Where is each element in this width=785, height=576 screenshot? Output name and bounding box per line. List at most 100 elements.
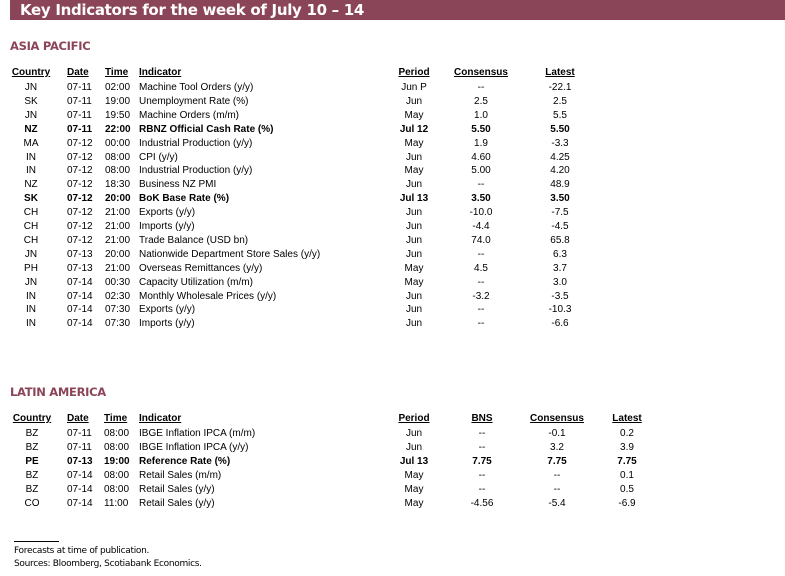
cell-date: 07-11 [67,442,92,453]
cell-indicator: Retail Sales (m/m) [139,470,222,481]
cell-time: 02:30 [105,290,131,302]
cell-bns: -- [478,470,486,481]
cell-country: CO [24,498,40,509]
cell-indicator: Exports (y/y) [139,304,196,316]
cell-indicator: Business NZ PMI [139,179,217,191]
cell-date: 07-11 [67,123,93,135]
cell-latest: 5.5 [553,109,567,121]
cell-date: 07-12 [67,193,93,205]
cell-consensus: 1.0 [474,109,488,121]
cell-latest: 3.7 [553,262,567,274]
cell-latest: 5.50 [550,123,570,135]
cell-consensus: -3.2 [472,290,490,302]
cell-time: 08:00 [105,151,131,163]
cell-latest: 65.8 [550,234,570,246]
cell-time: 00:30 [105,276,131,288]
cell-indicator: Industrial Production (y/y) [139,165,253,177]
cell-indicator: IBGE Inflation IPCA (m/m) [139,428,256,439]
column-header-latest: Latest [545,67,575,78]
cell-bns: -- [478,428,486,439]
column-header-country: Country [12,413,52,424]
latin-america-heading: LATIN AMERICA [10,385,106,399]
cell-latest: 0.5 [620,484,634,495]
cell-country: BZ [25,484,39,495]
cell-consensus: -4.4 [472,221,490,232]
cell-time: 08:00 [105,165,131,177]
cell-indicator: Imports (y/y) [139,221,195,232]
cell-period: Jun [405,151,423,163]
cell-period: Jul 12 [399,123,429,135]
column-header-country: Country [11,67,51,78]
cell-period: May [404,262,424,274]
cell-time: 20:00 [105,193,131,205]
cell-consensus: -- [477,276,485,288]
cell-consensus: -- [553,484,561,495]
cell-indicator: Exports (y/y) [139,207,196,219]
cell-country: SK [24,193,38,205]
cell-date: 07-14 [67,484,93,495]
cell-time: 08:00 [104,470,130,481]
cell-date: 07-12 [67,179,93,191]
column-header-period: Period [398,413,430,424]
cell-country: CH [23,207,39,219]
cell-date: 07-14 [67,290,93,302]
cell-period: May [404,484,424,495]
footnote-forecasts: Forecasts at time of publication. [14,546,150,556]
asia-pacific-heading: ASIA PACIFIC [10,39,91,53]
column-header-indicator: Indicator [139,413,182,424]
cell-date: 07-13 [67,262,93,274]
cell-country: SK [24,95,38,107]
cell-latest: 48.9 [550,179,570,191]
column-header-time: Time [105,67,129,78]
cell-latest: -7.5 [551,207,569,219]
cell-country: BZ [25,428,39,439]
cell-time: 19:00 [105,95,131,107]
cell-country: JN [24,109,38,121]
cell-date: 07-14 [67,470,93,481]
cell-latest: -3.5 [551,290,569,302]
cell-date: 07-11 [67,82,92,93]
cell-country: NZ [24,123,38,135]
title-banner: Key Indicators for the week of July 10 –… [10,0,785,20]
cell-country: CH [23,221,39,232]
cell-country: NZ [24,179,38,191]
cell-date: 07-12 [67,221,93,232]
cell-bns: -- [478,442,486,453]
cell-date: 07-12 [67,137,93,149]
cell-country: JN [24,276,38,288]
cell-date: 07-11 [67,428,92,439]
column-header-consensus: Consensus [454,67,508,78]
cell-country: IN [26,290,36,302]
cell-country: JN [24,248,38,260]
cell-date: 07-12 [67,165,93,177]
cell-consensus: 4.60 [471,151,491,163]
cell-indicator: Retail Sales (y/y) [139,498,215,509]
cell-consensus: -- [477,318,485,330]
cell-indicator: Monthly Wholesale Prices (y/y) [139,290,277,302]
cell-period: May [404,470,424,481]
cell-latest: 3.0 [553,276,567,288]
cell-country: PE [25,456,39,467]
cell-indicator: Imports (y/y) [139,318,195,330]
cell-consensus: 1.9 [474,137,488,149]
cell-date: 07-14 [67,276,93,288]
cell-time: 11:00 [104,498,129,509]
column-header-time: Time [104,413,128,424]
cell-time: 00:00 [105,137,131,149]
cell-consensus: 5.00 [471,165,491,177]
cell-latest: 0.1 [620,470,634,481]
cell-period: Jun [405,318,423,330]
cell-period: Jun [405,234,423,246]
column-header-latest: Latest [612,413,642,424]
cell-date: 07-13 [67,456,93,467]
cell-time: 21:00 [105,234,131,246]
cell-indicator: CPI (y/y) [139,151,178,163]
cell-period: Jun [405,221,423,232]
cell-country: IN [26,304,36,316]
cell-time: 21:00 [105,207,131,219]
cell-time: 07:30 [105,304,131,316]
cell-latest: -3.3 [551,137,569,149]
cell-country: BZ [25,470,39,481]
cell-period: Jun [405,428,423,439]
cell-country: IN [26,318,36,330]
